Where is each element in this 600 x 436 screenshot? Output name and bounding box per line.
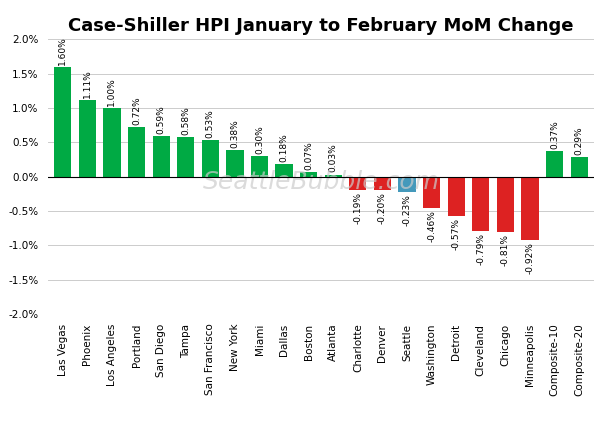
Bar [398,177,416,192]
Text: 0.58%: 0.58% [181,106,190,135]
Bar [374,177,391,191]
Bar [571,157,588,177]
Text: 0.29%: 0.29% [575,126,584,155]
Bar [546,151,563,177]
Text: 0.38%: 0.38% [230,119,239,148]
Bar [103,108,121,177]
Text: 1.60%: 1.60% [58,36,67,65]
Text: -0.20%: -0.20% [378,192,387,224]
Text: 0.07%: 0.07% [304,141,313,170]
Bar [300,172,317,177]
Bar [497,177,514,232]
Bar [128,127,145,177]
Bar [202,140,219,177]
Bar [521,177,539,240]
Text: SeattleBubble.com: SeattleBubble.com [203,170,439,194]
Bar [226,150,244,177]
Text: 0.18%: 0.18% [280,133,289,162]
Bar [472,177,490,231]
Bar [349,177,367,190]
Bar [177,137,194,177]
Text: -0.81%: -0.81% [501,234,510,266]
Bar [275,164,293,177]
Text: -0.46%: -0.46% [427,210,436,242]
Text: 0.53%: 0.53% [206,109,215,138]
Text: -0.23%: -0.23% [403,194,412,226]
Text: 1.11%: 1.11% [83,70,92,98]
Text: 0.59%: 0.59% [157,105,166,134]
Text: 0.72%: 0.72% [132,96,141,125]
Text: 0.37%: 0.37% [550,120,559,149]
Text: -0.19%: -0.19% [353,192,362,224]
Title: Case-Shiller HPI January to February MoM Change: Case-Shiller HPI January to February MoM… [68,17,574,35]
Bar [79,100,96,177]
Text: 0.03%: 0.03% [329,144,338,173]
Bar [423,177,440,208]
Bar [325,174,342,177]
Bar [152,136,170,177]
Text: -0.79%: -0.79% [476,233,485,265]
Text: 1.00%: 1.00% [107,77,116,106]
Text: -0.57%: -0.57% [452,218,461,250]
Text: -0.92%: -0.92% [526,242,535,274]
Text: 0.30%: 0.30% [255,125,264,154]
Bar [448,177,465,216]
Bar [251,156,268,177]
Bar [54,67,71,177]
